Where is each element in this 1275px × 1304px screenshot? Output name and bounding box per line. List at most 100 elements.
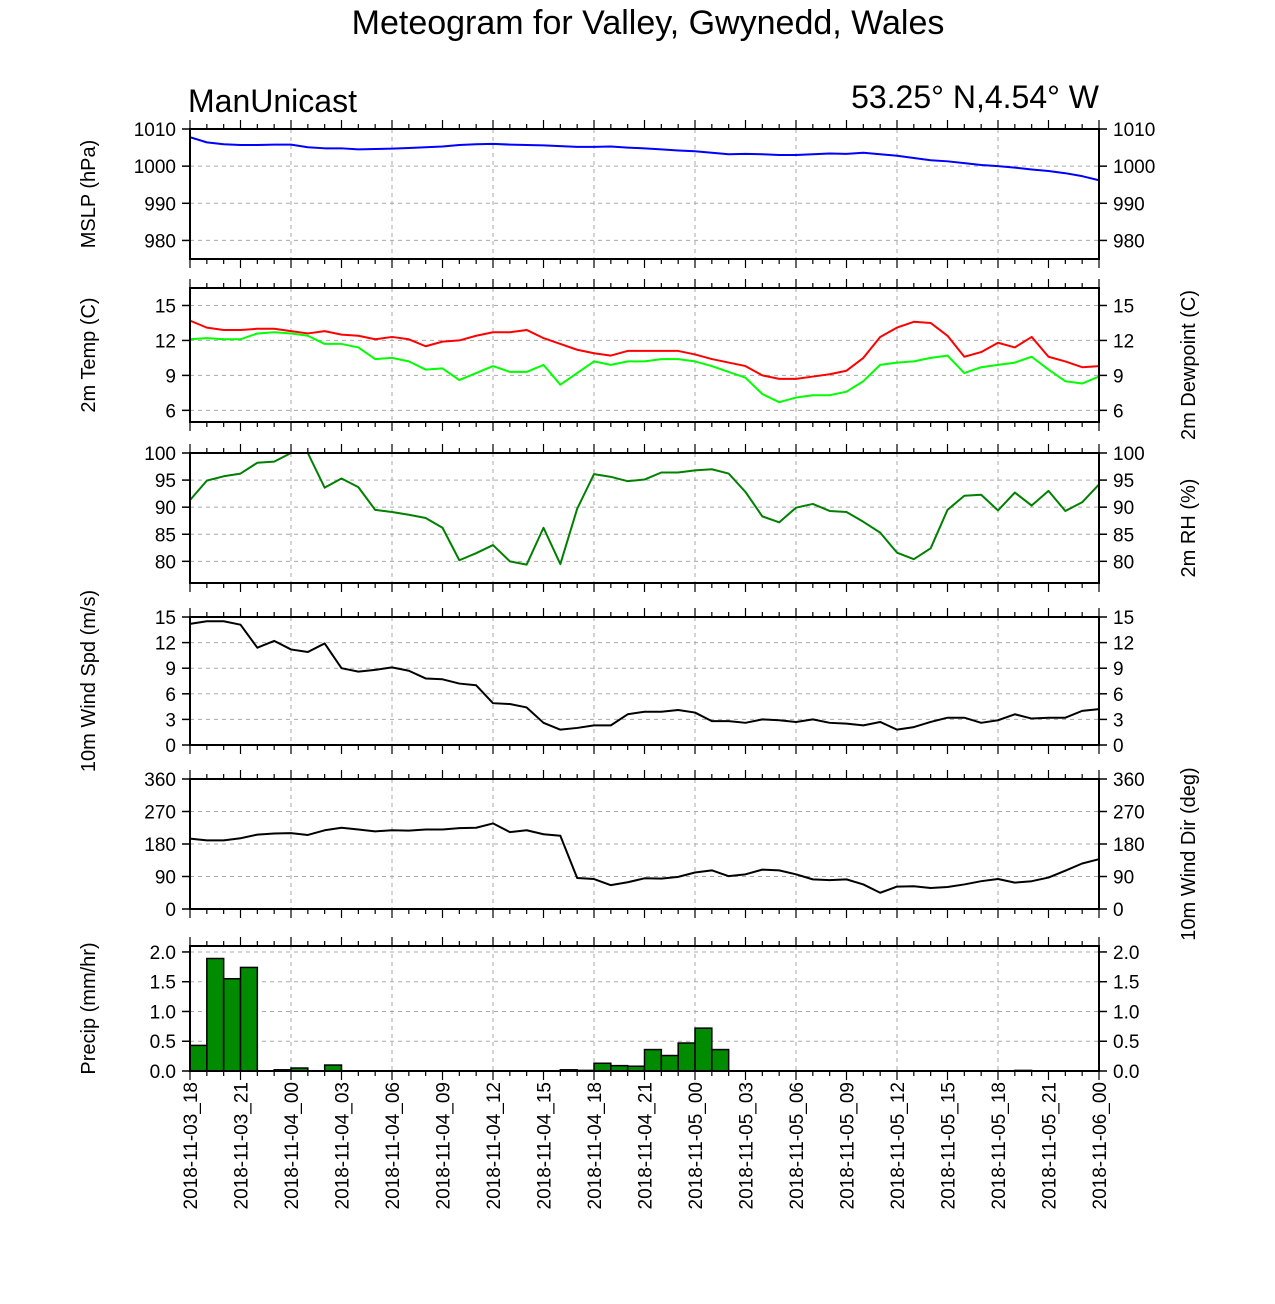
x-tick-label: 2018-11-04_18 [585,1082,606,1209]
y-axis-label-right: 2m Dewpoint (C) [1178,290,1200,440]
y-tick-label-left: 85 [155,525,176,546]
y-tick-label-right: 3 [1113,710,1124,731]
y-tick-label-right: 6 [1113,685,1124,706]
precip-bar [222,977,242,1072]
x-tick-label: 2018-11-05_18 [989,1082,1010,1209]
y-tick-label-left: 80 [155,552,176,573]
x-tick-label: 2018-11-03_21 [232,1082,253,1209]
y-tick-label-right: 90 [1113,498,1134,519]
x-tick-label: 2018-11-05_12 [888,1082,909,1209]
panel-frame [189,945,1100,1072]
y-tick-label-right: 90 [1113,868,1134,889]
panel-frame [189,287,1100,423]
y-tick-label-left: 360 [144,770,176,791]
y-tick-label-right: 100 [1113,444,1145,465]
y-tick-label-right: 15 [1113,296,1134,317]
y-tick-label-right: 95 [1113,471,1134,492]
y-tick-label-left: 12 [155,634,176,655]
series-line-1 [189,136,1100,182]
panel-4: 0 0 3 3 6 6 9 9 12 12 15 15 10m Wind Spd (m/s) [78,590,1134,772]
x-tick-label: 2018-11-05_09 [838,1082,859,1209]
y-axis-label-left: 10m Wind Spd (m/s) [78,590,100,772]
precip-bar [206,957,225,1072]
x-tick-label: 2018-11-03_18 [181,1082,202,1209]
y-tick-label-left: 100 [144,444,176,465]
y-tick-label-left: 270 [144,803,176,824]
x-tick-label: 2018-11-05_21 [1040,1082,1061,1209]
precip-bar [677,1042,696,1072]
series-line-1 [189,319,1100,380]
y-tick-label-right: 0 [1113,736,1124,757]
y-tick-label-left: 90 [155,498,176,519]
y-axis-label-left: 2m Temp (C) [78,297,100,412]
x-axis-labels: 2018-11-03_18 2018-11-03_21 2018-11-04_00 2… [181,1082,1111,1209]
x-tick-label: 2018-11-05_00 [686,1082,707,1209]
series-line-1 [189,620,1100,731]
x-tick-label: 2018-11-04_03 [333,1082,354,1209]
y-tick-label-left: 0.0 [150,1062,176,1083]
series-line-1 [189,452,1100,566]
y-tick-label-right: 980 [1113,231,1145,252]
precip-bar [189,1044,208,1072]
y-tick-label-left: 15 [155,296,176,317]
y-tick-label-right: 80 [1113,552,1134,573]
y-tick-label-left: 1010 [134,120,176,141]
panel-6: 0.0 0.0 0.5 0.5 1.0 1.0 1.5 1.5 2.0 2.0 Precip (mm… [78,937,1139,1083]
x-tick-label: 2018-11-05_15 [939,1082,960,1209]
y-axis-label-right: 2m RH (%) [1178,479,1200,578]
panel-5: 0 0 90 90 180 180 270 270 360 360 10m Wind Dir (de… [144,767,1200,940]
y-tick-label-left: 0.5 [150,1032,176,1053]
y-tick-label-left: 15 [155,608,176,629]
x-tick-label: 2018-11-06_00 [1090,1082,1111,1209]
precip-bar [643,1048,663,1072]
y-axis-label-left: MSLP (hPa) [78,140,100,249]
panel-1: 980 980 990 990 1000 1000 1010 1010 MSLP (hPa) [78,120,1155,268]
y-tick-label-right: 12 [1113,331,1134,352]
y-tick-label-left: 1000 [134,157,176,178]
x-tick-label: 2018-11-04_15 [535,1082,556,1209]
y-tick-label-left: 180 [144,835,176,856]
y-tick-label-right: 0.5 [1113,1032,1139,1053]
y-tick-label-left: 12 [155,331,176,352]
y-axis-label-right: 10m Wind Dir (deg) [1178,767,1200,940]
y-tick-label-right: 6 [1113,401,1124,422]
model-label: ManUnicast [188,83,357,119]
y-axis-label-left: Precip (mm/hr) [78,942,100,1074]
figure-title: Meteogram for Valley, Gwynedd, Wales [352,4,945,42]
panel-3: 80 80 85 85 90 90 95 95 100 100 2m RH (%) [144,444,1200,592]
precip-bar [239,966,259,1072]
y-tick-label-left: 0 [165,736,176,757]
y-tick-label-right: 0.0 [1113,1062,1139,1083]
y-tick-label-left: 6 [165,685,176,706]
panel-frame [189,452,1100,584]
y-tick-label-right: 9 [1113,366,1124,387]
y-tick-label-left: 1.0 [150,1002,176,1023]
y-tick-label-right: 360 [1113,770,1145,791]
panel-frame [189,778,1100,910]
x-tick-label: 2018-11-04_09 [434,1082,455,1209]
precip-bar [593,1062,612,1072]
y-tick-label-right: 2.0 [1113,943,1139,964]
y-tick-label-left: 95 [155,471,176,492]
y-tick-label-left: 90 [155,868,176,889]
precip-bar [660,1054,679,1072]
y-tick-label-right: 1000 [1113,157,1155,178]
precip-bar [711,1048,730,1072]
y-tick-label-left: 3 [165,710,176,731]
x-tick-label: 2018-11-05_03 [737,1082,758,1209]
panel-2: 6 6 9 9 12 12 15 15 2m Temp (C) 2m Dewpoint (C) [78,279,1200,440]
y-tick-label-left: 2.0 [150,943,176,964]
y-tick-label-right: 270 [1113,803,1145,824]
y-tick-label-left: 6 [165,401,176,422]
location-coordinates: 53.25° N,4.54° W [851,79,1100,115]
x-tick-label: 2018-11-04_06 [383,1082,404,1209]
y-tick-label-right: 85 [1113,525,1134,546]
y-tick-label-right: 15 [1113,608,1134,629]
x-tick-label: 2018-11-04_21 [636,1082,657,1209]
series-line-2 [189,331,1100,404]
y-tick-label-right: 1010 [1113,120,1155,141]
panel-frame [189,128,1100,260]
x-tick-label: 2018-11-04_12 [484,1082,505,1209]
y-tick-label-right: 0 [1113,900,1124,921]
